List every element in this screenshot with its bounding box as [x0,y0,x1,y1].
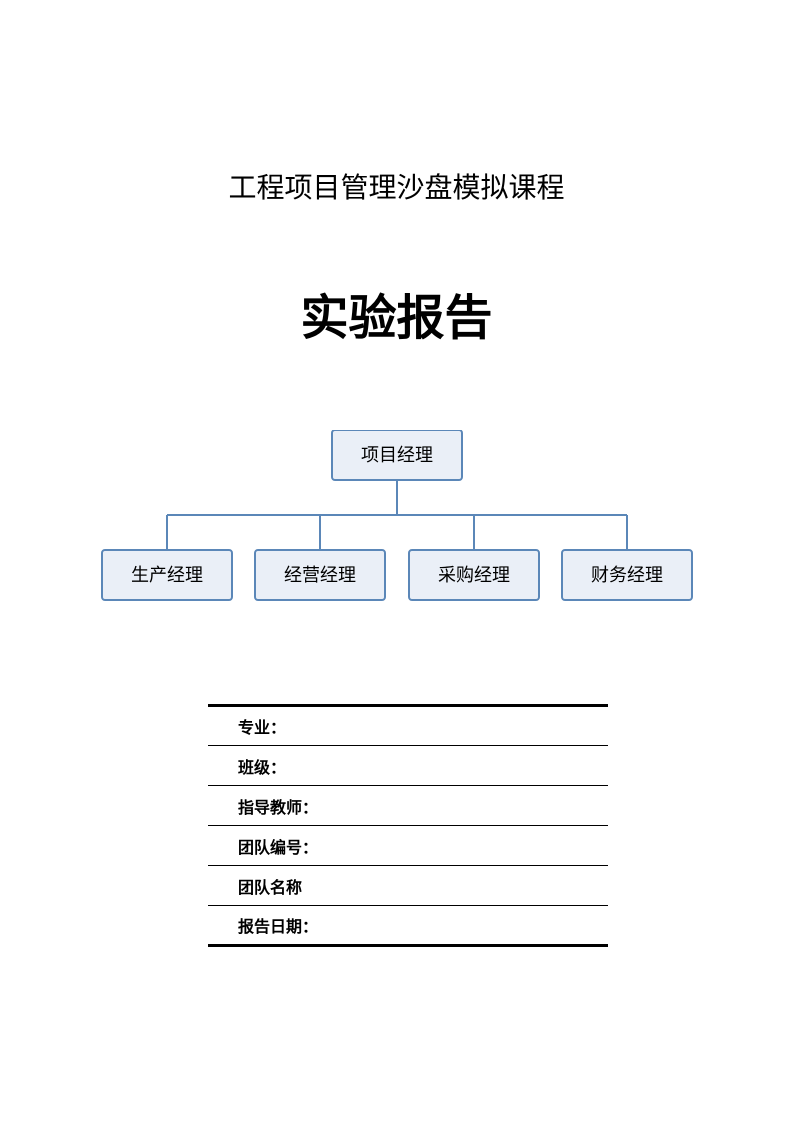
label-team-id: 团队编号： [208,826,373,866]
value-major [373,706,608,746]
value-class [373,746,608,786]
org-chart-container: 项目经理 生产经理 经营经理 采购经理 财务经理 [0,430,793,610]
value-team-name [373,866,608,906]
value-team-id [373,826,608,866]
node-child-3-label: 采购经理 [438,565,510,585]
value-report-date [373,906,608,946]
label-report-date: 报告日期： [208,906,373,946]
form-row-class: 班级： [208,746,608,786]
form-row-report-date: 报告日期： [208,906,608,946]
form-table: 专业： 班级： 指导教师： 团队编号： 团队名称 报告日期： [208,704,608,947]
form-row-major: 专业： [208,706,608,746]
node-child-4-label: 财务经理 [591,565,663,585]
label-major: 专业： [208,706,373,746]
label-instructor: 指导教师： [208,786,373,826]
form-row-team-id: 团队编号： [208,826,608,866]
node-root-label: 项目经理 [361,445,433,465]
report-title: 实验报告 [0,278,793,348]
value-instructor [373,786,608,826]
node-child-2-label: 经营经理 [284,565,356,585]
org-chart-svg: 项目经理 生产经理 经营经理 采购经理 财务经理 [7,430,787,610]
form-row-team-name: 团队名称 [208,866,608,906]
label-team-name: 团队名称 [208,866,373,906]
form-row-instructor: 指导教师： [208,786,608,826]
label-class: 班级： [208,746,373,786]
node-child-1-label: 生产经理 [131,565,203,585]
course-subtitle: 工程项目管理沙盘模拟课程 [0,166,793,206]
